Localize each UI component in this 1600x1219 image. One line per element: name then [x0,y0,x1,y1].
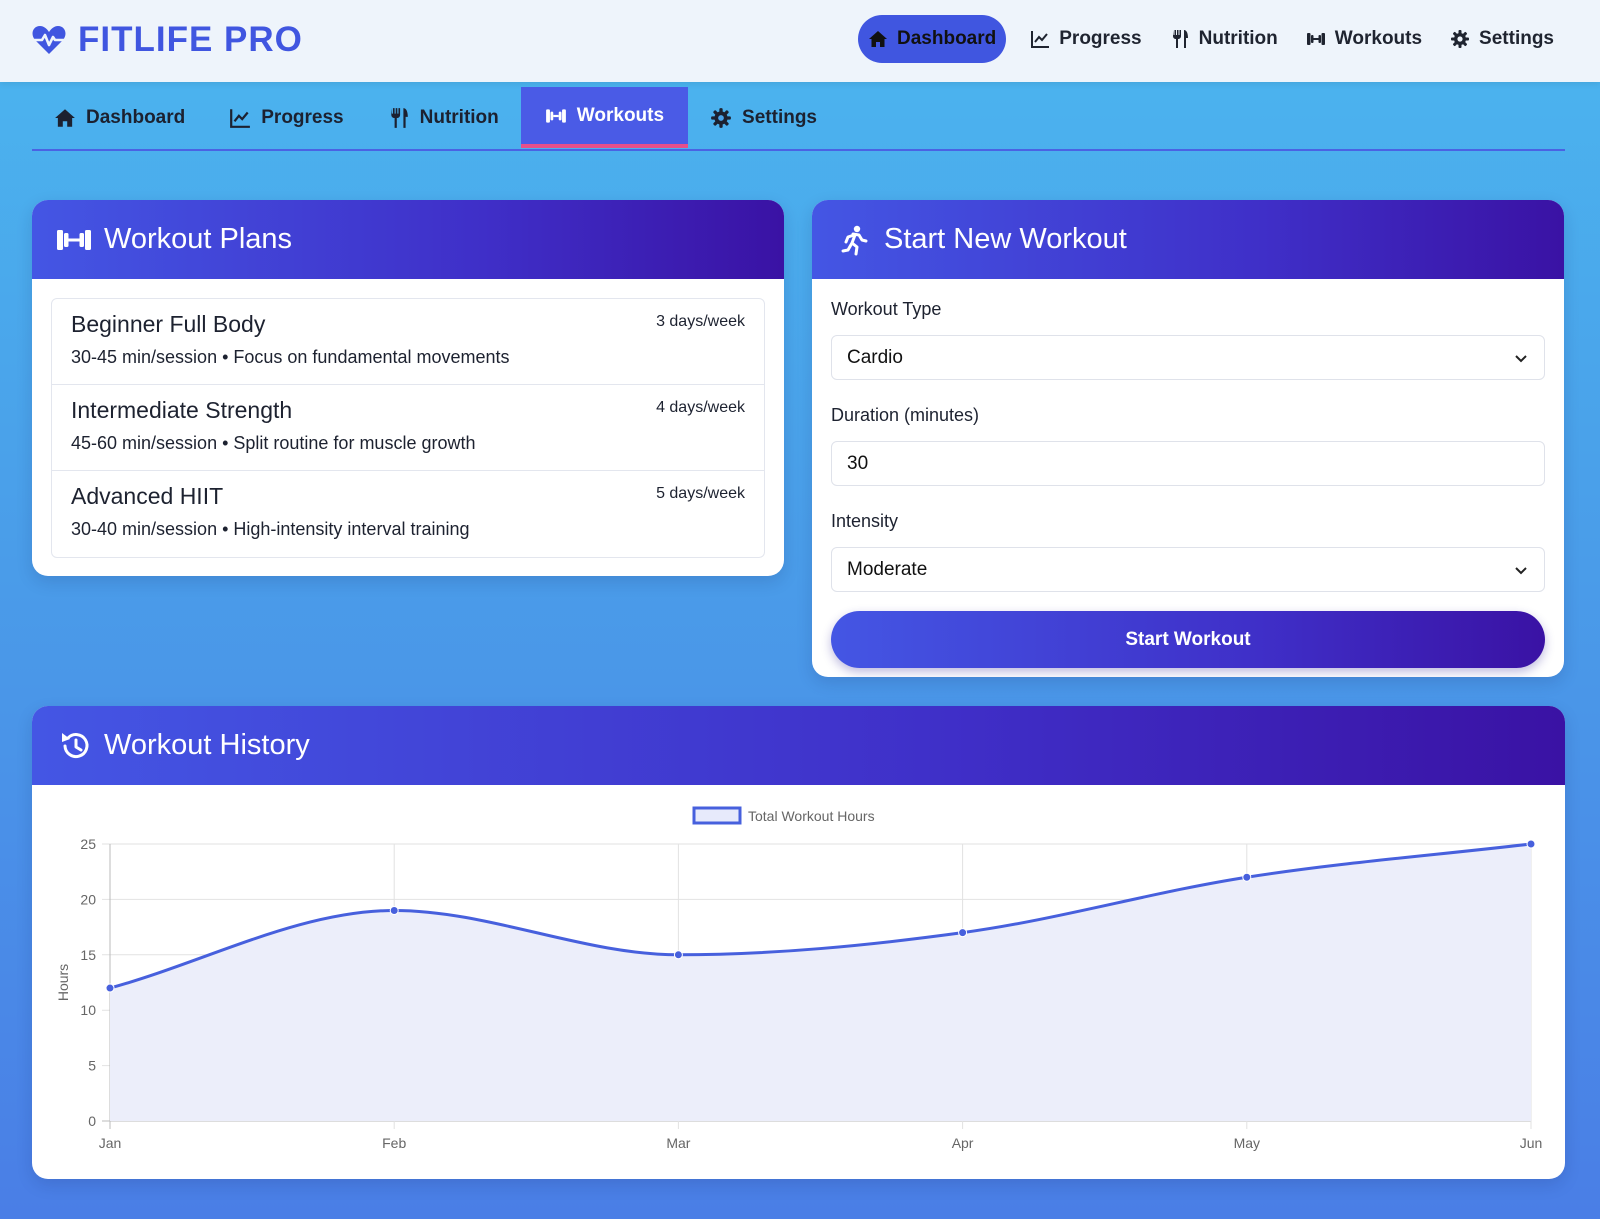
topnav-dashboard[interactable]: Dashboard [858,15,1007,63]
series-line [109,842,1532,990]
tab-progress[interactable]: Progress [207,87,365,149]
topnav-progress[interactable]: Progress [1018,15,1153,63]
intensity-label: Intensity [831,511,899,531]
workout-plans-header: Workout Plans [32,200,784,279]
topnav-label: Progress [1059,28,1142,49]
x-tick-label: Jun [1520,1135,1543,1151]
topnav-nutrition[interactable]: Nutrition [1158,15,1290,63]
y-tick-label: 20 [80,891,96,907]
duration-input[interactable]: 30 [831,441,1545,486]
topnav-label: Workouts [1334,28,1423,49]
chart-line-icon [230,109,251,128]
top-navbar: FITLIFE PRO Dashboard Progress Nutrition… [0,0,1600,82]
plan-item[interactable]: Beginner Full Body 30-45 min/session • F… [52,299,764,385]
workout-hours-chart: 0 5 10 15 20 25 Jan Feb Mar Apr May Jun Hours Total W… [55,806,1543,1151]
chevron-down-icon [1515,566,1527,574]
utensils-icon [390,108,408,128]
y-axis-label: Hours [55,964,71,1001]
workout-history-header: Workout History [32,706,1565,785]
tab-label: Nutrition [419,107,499,128]
intensity-select[interactable]: Moderate [831,547,1545,592]
chevron-down-icon [1515,354,1527,362]
plan-frequency: 5 days/week [656,485,745,502]
plan-item[interactable]: Intermediate Strength 45-60 min/session … [52,385,764,471]
series-area-fill [110,844,1531,1121]
x-tick-label: May [1234,1135,1260,1151]
home-icon [869,31,887,47]
tab-settings[interactable]: Settings [688,87,839,149]
x-tick-label: Mar [666,1135,690,1151]
data-point [1526,839,1536,849]
y-tick-label: 5 [88,1058,96,1074]
workout-plans-card: Workout Plans Beginner Full Body 30-45 m… [32,200,784,576]
tab-workouts[interactable]: Workouts [520,87,689,148]
plan-list: Beginner Full Body 30-45 min/session • F… [51,298,765,558]
dumbbell-icon [1306,33,1325,45]
plan-frequency: 3 days/week [656,313,745,330]
topnav-label: Settings [1479,28,1554,49]
data-point [673,950,683,960]
workout-type-label: Workout Type [831,299,942,319]
brand-logo[interactable]: FITLIFE PRO [31,20,303,60]
x-tick-label: Jan [99,1135,122,1151]
y-tick-label: 10 [80,1002,96,1018]
tab-label: Settings [742,107,817,128]
start-workout-card: Start New Workout Workout Type Cardio Du… [812,200,1564,677]
plan-name: Advanced HIIT [71,483,224,509]
gear-icon [711,108,731,128]
legend-swatch [692,806,742,825]
data-point [958,928,968,938]
card-title: Workout History [104,729,310,761]
dumbbell-icon [545,108,566,123]
tab-nutrition[interactable]: Nutrition [366,87,521,149]
workout-type-select[interactable]: Cardio [831,335,1545,380]
history-icon [62,732,89,758]
topnav-settings[interactable]: Settings [1438,15,1566,63]
data-point [389,905,399,915]
start-workout-button[interactable]: Start Workout [831,611,1545,668]
gear-icon [1451,30,1470,48]
x-tick-label: Feb [382,1135,406,1151]
start-workout-header: Start New Workout [812,200,1564,279]
card-title: Workout Plans [104,223,293,255]
plan-description: 30-40 min/session • High-intensity inter… [71,519,470,539]
plan-description: 30-45 min/session • Focus on fundamental… [71,347,510,367]
plan-name: Intermediate Strength [71,397,293,423]
plan-description: 45-60 min/session • Split routine for mu… [71,433,476,453]
utensils-icon [1172,30,1188,48]
card-title: Start New Workout [884,223,1127,255]
section-tabs: Dashboard Progress Nutrition Workouts Se… [32,87,1565,151]
y-tick-label: 15 [80,947,96,963]
brand-name: FITLIFE PRO [78,20,303,59]
top-nav-menu: Dashboard Progress Nutrition Workouts Se… [858,15,1566,63]
heart-pulse-icon [32,26,66,54]
duration-value: 30 [847,452,869,474]
y-tick-label: 0 [88,1113,96,1129]
y-tick-label: 25 [80,836,96,852]
data-point [105,983,115,993]
dumbbell-icon [57,229,91,250]
data-point [1242,872,1252,882]
workout-type-value: Cardio [847,346,903,368]
home-icon [55,109,75,127]
tab-label: Workouts [576,104,665,126]
running-icon [841,225,868,255]
tab-dashboard[interactable]: Dashboard [32,87,207,149]
topnav-label: Nutrition [1198,28,1278,49]
topnav-label: Dashboard [897,28,997,49]
plan-item[interactable]: Advanced HIIT 30-40 min/session • High-i… [52,471,764,557]
plan-frequency: 4 days/week [656,399,745,416]
legend-label: Total Workout Hours [748,808,875,824]
duration-label: Duration (minutes) [831,405,980,425]
tab-label: Progress [261,107,344,128]
tab-label: Dashboard [86,107,186,128]
x-tick-label: Apr [952,1135,974,1151]
intensity-value: Moderate [847,558,928,580]
start-workout-form: Workout Type Cardio Duration (minutes) 3… [812,279,1564,668]
chart-line-icon [1031,31,1050,48]
topnav-workouts[interactable]: Workouts [1294,15,1434,63]
plan-name: Beginner Full Body [71,311,266,337]
workout-history-card: Workout History 0 5 10 15 20 25 Jan Feb Mar Apr Ma… [32,706,1565,1179]
